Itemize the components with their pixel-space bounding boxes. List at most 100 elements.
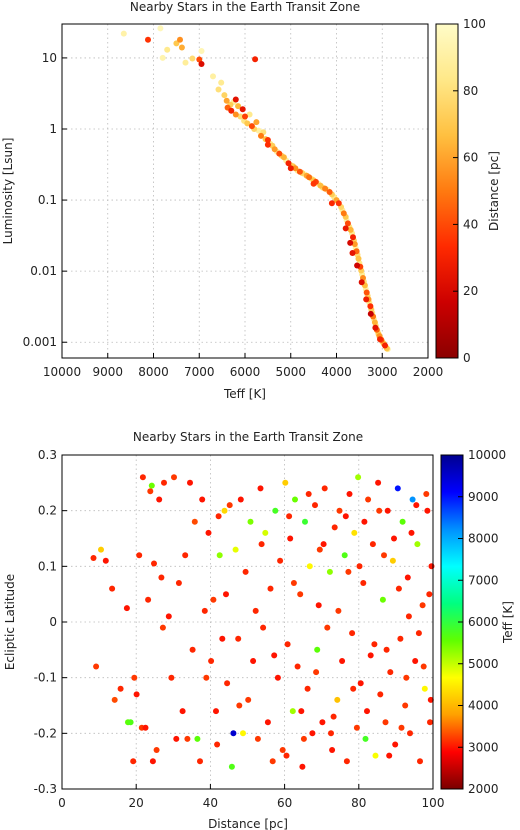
chart2-point (156, 496, 163, 503)
chart1-x-label: Teff [K] (223, 387, 266, 401)
chart2-point (315, 602, 322, 609)
chart2-title: Nearby Stars in the Earth Transit Zone (133, 430, 363, 444)
chart2-point (258, 541, 265, 548)
chart2-point (395, 585, 402, 592)
chart1-point (235, 103, 242, 110)
chart2-grid (61, 454, 434, 790)
chart2-point (297, 591, 304, 598)
chart2-point (399, 518, 406, 525)
chart1-point (228, 107, 235, 114)
chart2-point (402, 702, 409, 709)
chart2-point (304, 685, 311, 692)
chart2-point (90, 555, 97, 561)
chart2-point (415, 630, 422, 637)
chart2-y-ticks: -0.3 -0.2 -0.1 0 0.1 0.2 0.3 (34, 448, 67, 796)
chart2-colorbar-tick-label: 9000 (468, 490, 499, 504)
chart2-colorbar-tick-label: 4000 (468, 699, 499, 713)
chart1-point (344, 220, 351, 227)
chart1-point (157, 25, 164, 32)
chart1-x-tick-label: 5000 (275, 365, 306, 379)
chart1-point (372, 324, 379, 331)
chart2-point (334, 696, 341, 703)
chart1-point (355, 255, 362, 262)
chart1-point (198, 48, 205, 54)
chart2-point (269, 758, 276, 765)
chart2-point (216, 552, 223, 559)
chart1-point (287, 165, 294, 172)
chart2-x-tick-label: 100 (422, 796, 445, 810)
chart2-point (159, 624, 166, 631)
chart2-point (383, 646, 390, 653)
chart2-point (214, 741, 221, 748)
chart2-point (309, 730, 316, 737)
chart1-point (271, 146, 278, 153)
chart2-point (420, 663, 427, 670)
chart2-point (353, 724, 360, 731)
chart1-points (120, 25, 391, 353)
chart2-point (369, 541, 376, 548)
chart1-point (221, 92, 228, 99)
chart1-point (232, 96, 239, 103)
chart2-y-tick-label: 0 (49, 615, 57, 629)
chart2-point (257, 485, 264, 492)
chart1-x-tick-label: 10000 (43, 365, 81, 379)
chart2-point (421, 685, 428, 692)
chart1-point (335, 200, 342, 207)
chart1-x-tick-label: 3000 (367, 365, 398, 379)
chart2-point (145, 596, 152, 603)
chart2-point (210, 596, 217, 603)
chart2-point (351, 529, 358, 536)
chart2-point (287, 535, 294, 542)
chart2-point (282, 479, 289, 486)
chart2-point (279, 747, 286, 753)
chart2-point (237, 496, 244, 503)
chart2-point (384, 507, 391, 514)
chart2-point (260, 624, 267, 631)
chart2-point (299, 763, 306, 770)
chart2-point (381, 552, 387, 559)
chart2-point (173, 735, 180, 742)
chart2-point (236, 702, 243, 709)
chart2-point (182, 552, 189, 559)
chart2-point (272, 507, 279, 514)
chart2-point (292, 496, 298, 503)
chart1-colorbar-tick-label: 20 (463, 284, 478, 298)
chart2-point (312, 502, 318, 509)
chart2-point (391, 535, 397, 542)
chart2-point (131, 674, 138, 681)
chart1-point (340, 210, 347, 217)
chart2-point (191, 518, 198, 525)
chart2-point (221, 507, 228, 514)
chart1-point (264, 141, 271, 148)
chart1-point (218, 79, 225, 86)
chart1-colorbar-ticks: 0 20 40 60 80 100 (453, 17, 486, 365)
chart2-point (427, 696, 434, 703)
chart1-x-tick-label: 2000 (413, 365, 444, 379)
chart2-point (149, 758, 156, 765)
chart2-point (371, 641, 378, 648)
chart2-point (205, 529, 212, 536)
chart2-point (289, 708, 296, 715)
chart1-point (252, 56, 259, 63)
chart2-point (142, 724, 149, 731)
chart2-point (230, 730, 237, 737)
chart1-point (367, 310, 374, 317)
chart1-x-tick-label: 8000 (138, 365, 169, 379)
chart1-point (177, 36, 183, 43)
chart2-point (377, 691, 384, 698)
chart2-point (189, 646, 196, 653)
chart2-point (343, 758, 350, 765)
chart2-x-tick-label: 20 (129, 796, 144, 810)
chart2-point (335, 607, 342, 614)
chart2-point (300, 735, 307, 742)
chart1-point (215, 86, 222, 93)
chart2-point (319, 719, 326, 726)
chart2-point (382, 719, 389, 726)
chart1-point (350, 234, 356, 241)
chart1-point (178, 44, 185, 51)
chart1-point (253, 119, 260, 126)
chart2-point (242, 568, 249, 575)
chart2-point (130, 758, 137, 765)
chart2-point (271, 652, 278, 659)
chart2-point (254, 735, 261, 742)
